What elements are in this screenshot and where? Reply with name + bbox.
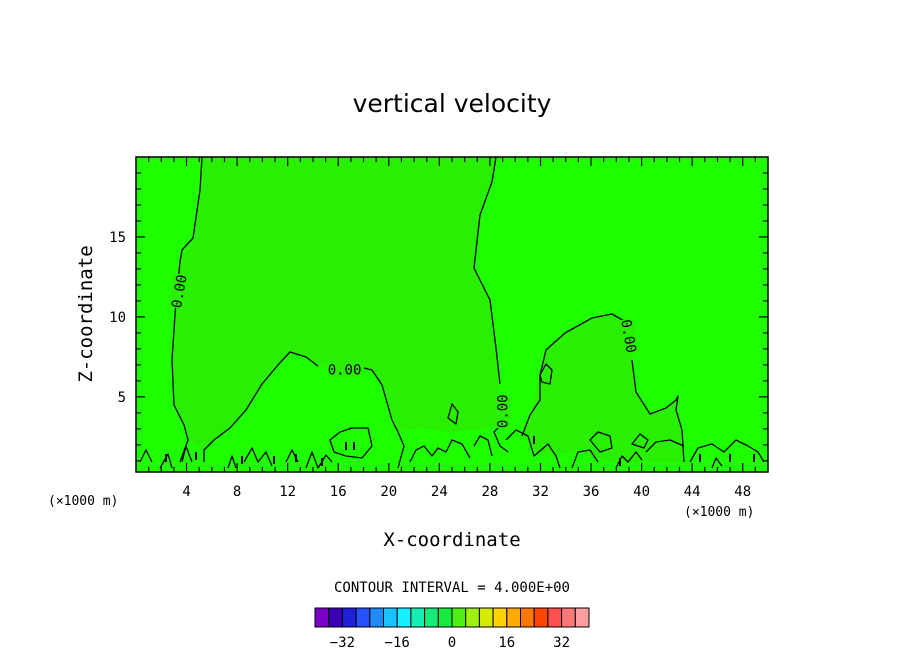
y-axis-label: Z-coordinate [75,245,97,382]
contour-label: 0.00 [169,273,191,309]
colorbar-swatch [341,607,357,628]
x-tick-label: 8 [233,484,241,500]
colorbar-label: −32 [330,635,355,651]
x-tick-label: 40 [633,484,650,500]
x-axis-label: X-coordinate [383,529,520,551]
contour-label-bg [168,273,190,310]
contour-line [363,367,405,469]
colorbar-swatch [424,607,439,628]
colorbar [314,607,590,628]
colorbar-swatch [506,607,521,628]
contour-line [329,427,373,459]
colorbar-swatch [355,607,371,628]
contour-labels: 0.00 0.00 0.00 0.00 [168,273,640,429]
contour-label: 0.00 [328,363,362,379]
x-tick-label: 24 [431,484,448,500]
contour-line [227,447,273,469]
axis-ticks [136,157,768,472]
contour-line [689,439,765,463]
x-tick-label: 32 [532,484,549,500]
colorbar-swatch [451,607,467,628]
colorbar-labels: −32 −16 0 16 32 [330,635,570,651]
contour-line [473,435,493,457]
x-tick-label: 48 [734,484,751,500]
colorbar-swatch [561,607,576,628]
x-tick-label: 28 [481,484,498,500]
contour-label-bg [327,361,362,378]
colorbar-label: 0 [448,635,456,651]
colorbar-label: 32 [553,635,570,651]
contour-line [505,429,561,469]
contour-line [645,439,685,453]
colorbar-swatch [465,607,480,628]
contour-label-bg [494,394,511,429]
x-tick-label: 20 [380,484,397,500]
x-tick-label: 12 [279,484,296,500]
contour-line [473,156,501,385]
contour-line [589,431,613,453]
colorbar-swatch [328,607,343,628]
colorbar-swatch [520,607,535,628]
contour-line [631,433,649,449]
contour-line [203,351,319,462]
x-tick-label: 44 [684,484,701,500]
y-tick-label: 15 [109,230,126,246]
colorbar-label: 16 [498,635,515,651]
contour-region [522,314,684,462]
contour-line [711,457,723,469]
colorbar-swatch [533,607,549,628]
colorbar-swatch [547,607,563,628]
contour-line [139,445,193,469]
contour-line [539,363,553,385]
contour-interval: CONTOUR INTERVAL = 4.000E+00 [334,580,570,596]
colorbar-label: −16 [385,635,410,651]
contour-label: 0.00 [617,318,639,354]
x-tick-label: 4 [182,484,190,500]
contour-line [571,449,599,469]
colorbar-swatch [492,607,508,628]
contour-line [447,403,459,425]
y-tick-label: 10 [109,310,126,326]
chart-title: vertical velocity [353,89,552,118]
colorbar-swatch [410,607,426,628]
contour-line [521,313,627,437]
contour-label: 0.00 [496,394,512,428]
contour-lines [139,156,765,469]
contour-line [631,359,685,463]
x-tick-labels: 4 8 12 16 20 24 28 32 36 40 44 48 [182,484,751,500]
colorbar-swatch [437,607,453,628]
y-tick-labels: 5 10 15 [109,230,126,406]
colorbar-swatch [396,607,412,628]
colorbar-swatch [478,607,494,628]
y-tick-label: 5 [118,390,126,406]
colorbar-swatch [369,607,384,628]
x-tick-label: 16 [330,484,347,500]
x-tick-label: 36 [583,484,600,500]
x-units-left: (×1000 m) [48,494,118,509]
colorbar-swatch [574,607,590,628]
plot-area: 0.00 0.00 0.00 0.00 [135,156,769,473]
x-units-right: (×1000 m) [684,505,754,520]
contour-region [172,157,500,450]
colorbar-swatch [383,607,398,628]
contour-label-bg [618,317,640,355]
colorbar-swatch [314,607,330,628]
contour-line [409,439,471,463]
